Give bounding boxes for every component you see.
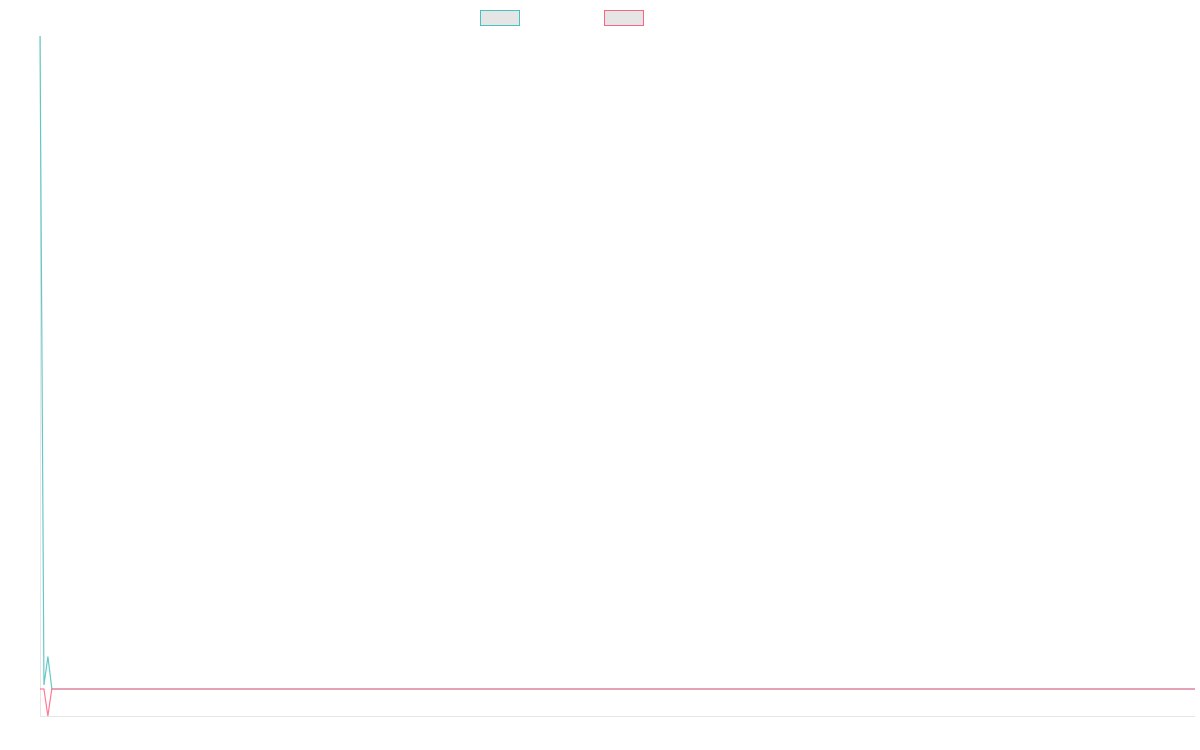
legend-item-series-1[interactable] bbox=[480, 10, 520, 26]
legend bbox=[0, 9, 1200, 27]
series-1-line bbox=[39, 35, 1195, 690]
series-2-line bbox=[40, 688, 1195, 717]
legend-item-series-2[interactable] bbox=[604, 10, 644, 26]
